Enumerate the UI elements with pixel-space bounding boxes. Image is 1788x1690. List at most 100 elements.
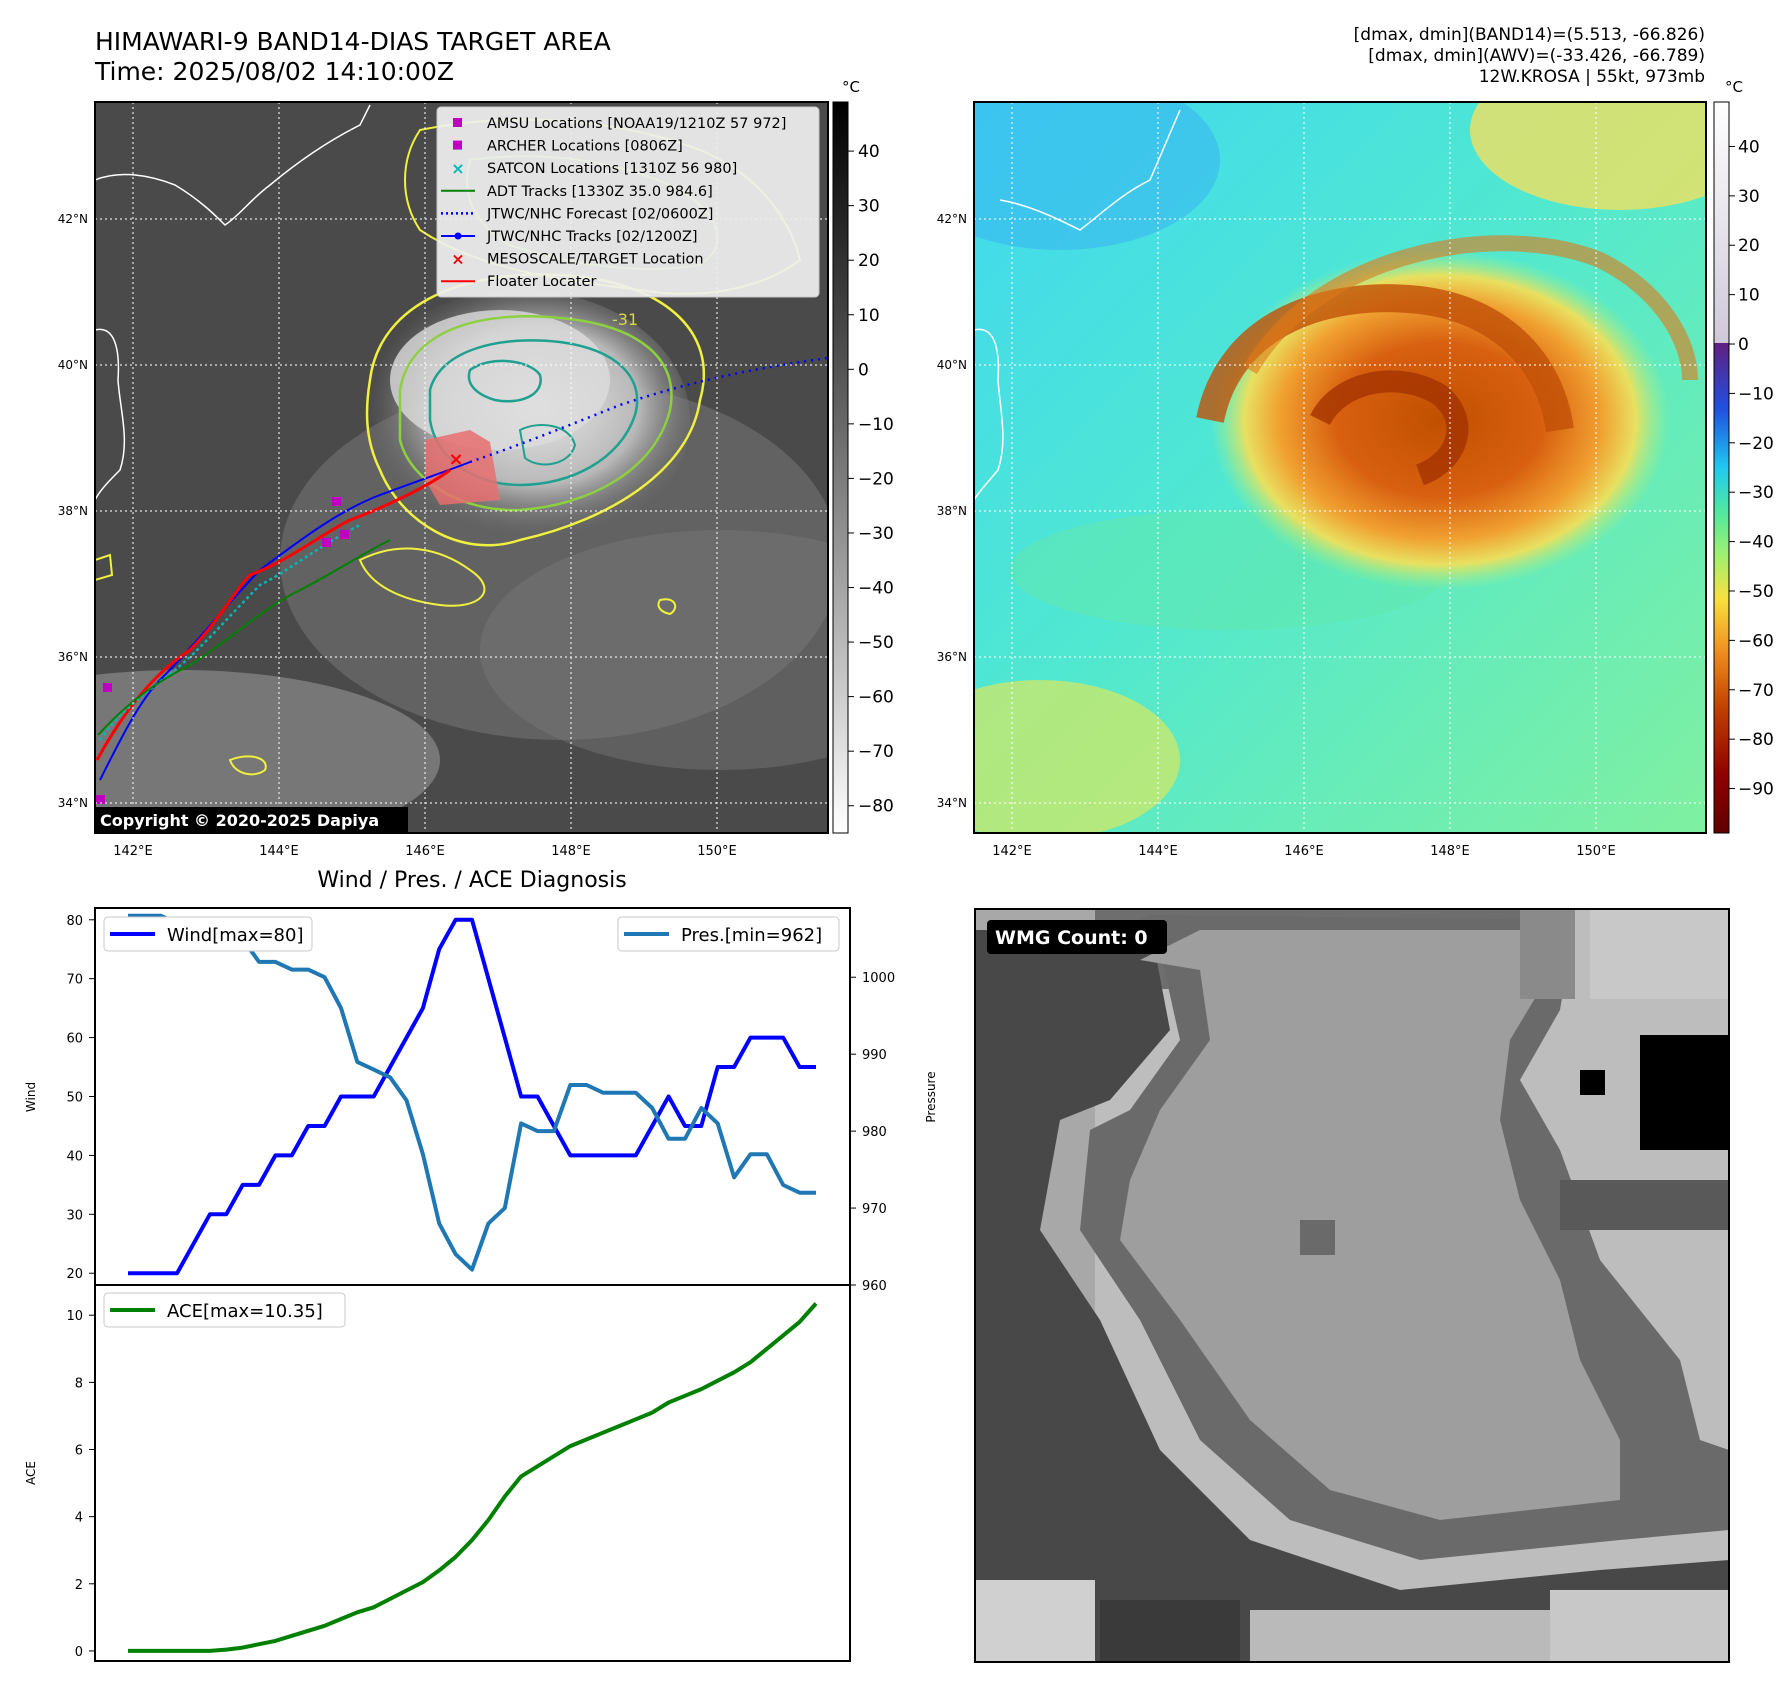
colorbar-tick-label: −20 [1738,434,1774,454]
colorbar-tick-label: −50 [858,633,894,653]
legend-marker: × [451,250,464,269]
lon-tick: 148°E [551,844,591,859]
colorbar-tick-label: 0 [858,360,869,380]
colorbar-tick-label: −90 [1738,780,1774,800]
wind-tick-label: 70 [66,973,83,988]
legend-label: ADT Tracks [1330Z 35.0 984.6] [487,184,713,200]
copyright: Copyright © 2020-2025 Dapiya [100,811,379,830]
colorbar-tick-label: 20 [1738,236,1760,256]
lat-tick: 42°N [58,212,88,226]
colorbar-unit: °C [842,78,860,96]
lat-tick: 36°N [58,650,88,664]
svg-text:×: × [448,449,463,470]
stats-line-3: 12W.KROSA | 55kt, 973mb [1479,67,1705,87]
colorbar-tick-label: 30 [858,197,880,217]
lon-tick: 142°E [992,844,1032,859]
wmg-panel: WMG Count: 0 [974,908,1730,1663]
legend-label: JTWC/NHC Tracks [02/1200Z] [486,229,698,245]
ace-tick-label: 4 [75,1511,83,1526]
legend-item: ARCHER Locations [0806Z] [453,139,683,155]
colorbar-unit: °C [1725,78,1743,96]
pressure-tick-label: 960 [862,1279,887,1294]
figure-title: HIMAWARI-9 BAND14-DIAS TARGET AREA [95,27,611,56]
ace-tick-label: 0 [75,1645,83,1660]
colorbar-tick-label: −10 [858,415,894,435]
pressure-axis-label: Pressure [924,1071,938,1122]
colorbar-tick-label: −70 [858,742,894,762]
lon-tick: 148°E [1430,844,1470,859]
lat-tick: 34°N [58,796,88,810]
colorbar-tick-label: −80 [858,797,894,817]
colorbar-tick-label: 10 [858,306,880,326]
colorbar-tick-label: 20 [858,251,880,271]
colorbar-tick-label: −70 [1738,681,1774,701]
diagnosis-title: Wind / Pres. / ACE Diagnosis [317,868,626,893]
legend-item: Floater Locater [441,274,596,290]
lat-tick: 34°N [937,796,967,810]
ace-legend-label: ACE[max=10.35] [167,1301,323,1322]
legend-item: JTWC/NHC Forecast [02/0600Z] [441,206,713,222]
colorbar-tick-label: 40 [858,142,880,162]
colorbar-tick-label: −80 [1738,730,1774,750]
lat-tick: 36°N [937,650,967,664]
wind-tick-label: 50 [66,1091,83,1106]
colorbar-tick-label: −40 [1738,533,1774,553]
ace-tick-label: 6 [75,1444,83,1459]
ace-tick-label: 10 [66,1309,83,1324]
pressure-tick-label: 990 [862,1048,887,1063]
ir-colorbar: °C 40 30 20 10 0 −10 −20 −30 −40 −50 −60 −70 −80 [832,78,894,834]
wind-legend: Wind[max=80] [103,916,313,952]
pressure-legend: Pres.[min=962] [617,916,840,952]
stats-line-1: [dmax, dmin](BAND14)=(5.513, -66.826) [1354,25,1705,45]
colorbar-tick-label: −50 [1738,582,1774,602]
lon-tick: 144°E [259,844,299,859]
wind-legend-label: Wind[max=80] [167,925,304,946]
legend-label: Floater Locater [487,274,596,290]
colorbar-tick-label: −60 [858,688,894,708]
colorbar-tick-label: 30 [1738,187,1760,207]
wind-tick-label: 20 [66,1267,83,1282]
lon-tick: 150°E [1576,844,1616,859]
stats-line-2: [dmax, dmin](AWV)=(-33.426, -66.789) [1368,46,1705,66]
legend-marker [453,140,462,150]
awv-map-panel: 42°N 40°N 38°N 36°N 34°N 142°E 144°E 146… [937,101,1707,859]
colorbar-tick-label: −10 [1738,384,1774,404]
legend-item: JTWC/NHC Tracks [02/1200Z] [441,229,698,245]
lon-tick: 144°E [1138,844,1178,859]
lon-tick: 150°E [697,844,737,859]
ace-series-line [128,1302,818,1653]
awv-colorbar: °C 40 30 20 10 0 −10 −20 −30 −40 −50 −60 −70 −80 −90 [1713,78,1774,834]
pressure-tick-label: 980 [862,1125,887,1140]
legend-label: MESOSCALE/TARGET Location [487,252,704,268]
pressure-legend-label: Pres.[min=962] [681,925,822,946]
figure-time: Time: 2025/08/02 14:10:00Z [94,57,454,86]
wind-tick-label: 60 [66,1032,83,1047]
legend-item: × SATCON Locations [1310Z 56 980] [451,159,737,178]
lon-tick: 142°E [113,844,153,859]
lat-tick: 38°N [58,504,88,518]
legend-label: ARCHER Locations [0806Z] [487,139,683,155]
legend-label: AMSU Locations [NOAA19/1210Z 57 972] [487,116,786,132]
wind-series-line [128,917,816,1276]
legend-marker-dot [454,232,462,240]
colorbar-tick-label: 40 [1738,137,1760,157]
colorbar-tick-label: −30 [858,524,894,544]
ace-tick-label: 2 [75,1578,83,1593]
legend-item: × MESOSCALE/TARGET Location [451,250,703,269]
lat-tick: 42°N [937,212,967,226]
wind-tick-label: 40 [66,1149,83,1164]
legend-item: AMSU Locations [NOAA19/1210Z 57 972] [453,116,786,132]
lat-tick: 38°N [937,504,967,518]
lat-tick: 40°N [58,358,88,372]
legend-item: ADT Tracks [1330Z 35.0 984.6] [441,184,713,200]
map-legend: AMSU Locations [NOAA19/1210Z 57 972] ARCH… [436,106,820,298]
wind-pressure-chart: Wind Pressure 20 30 40 50 60 70 80 960 970 980 990… [24,907,938,1294]
lat-tick: 40°N [937,358,967,372]
lon-tick: 146°E [405,844,445,859]
legend-label: SATCON Locations [1310Z 56 980] [487,161,737,177]
colorbar-tick-label: −30 [1738,483,1774,503]
contour-label: -31 [612,310,638,329]
legend-label: JTWC/NHC Forecast [02/0600Z] [486,206,713,222]
pressure-tick-label: 970 [862,1202,887,1217]
